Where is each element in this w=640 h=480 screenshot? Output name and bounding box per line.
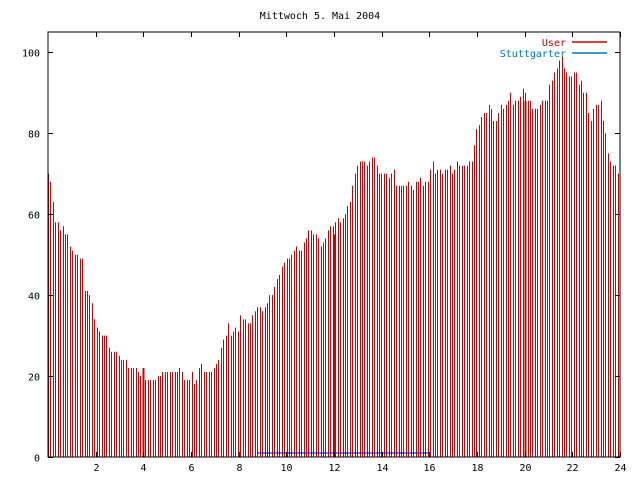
x-tick-label: 20 <box>519 463 531 474</box>
highlight-bars <box>142 100 527 457</box>
y-tick-label: 60 <box>28 211 40 222</box>
y-tick-label: 40 <box>28 292 40 303</box>
x-tick-label: 14 <box>376 463 388 474</box>
y-tick-label: 0 <box>34 454 40 465</box>
legend-label-user: User <box>542 38 566 49</box>
legend: User Stuttgarter <box>500 38 607 60</box>
x-axis-ticks: 2 4 6 8 10 12 14 16 18 20 22 24 <box>93 32 627 474</box>
y-axis-ticks: 0 20 40 60 80 100 <box>22 49 620 465</box>
chart-title: Mittwoch 5. Mai 2004 <box>260 11 380 22</box>
y-tick-label: 80 <box>28 130 40 141</box>
y-tick-label: 20 <box>28 373 40 384</box>
x-tick-label: 16 <box>423 463 435 474</box>
x-tick-label: 10 <box>280 463 292 474</box>
x-tick-label: 6 <box>188 463 194 474</box>
x-tick-label: 18 <box>471 463 483 474</box>
x-tick-label: 8 <box>236 463 242 474</box>
bar-series-user <box>48 56 619 457</box>
legend-label-stuttgarter: Stuttgarter <box>500 49 566 60</box>
x-tick-label: 12 <box>328 463 340 474</box>
x-tick-label: 24 <box>614 463 626 474</box>
x-tick-label: 22 <box>566 463 578 474</box>
y-tick-label: 100 <box>22 49 40 60</box>
x-tick-label: 4 <box>140 463 146 474</box>
x-tick-label: 2 <box>93 463 99 474</box>
